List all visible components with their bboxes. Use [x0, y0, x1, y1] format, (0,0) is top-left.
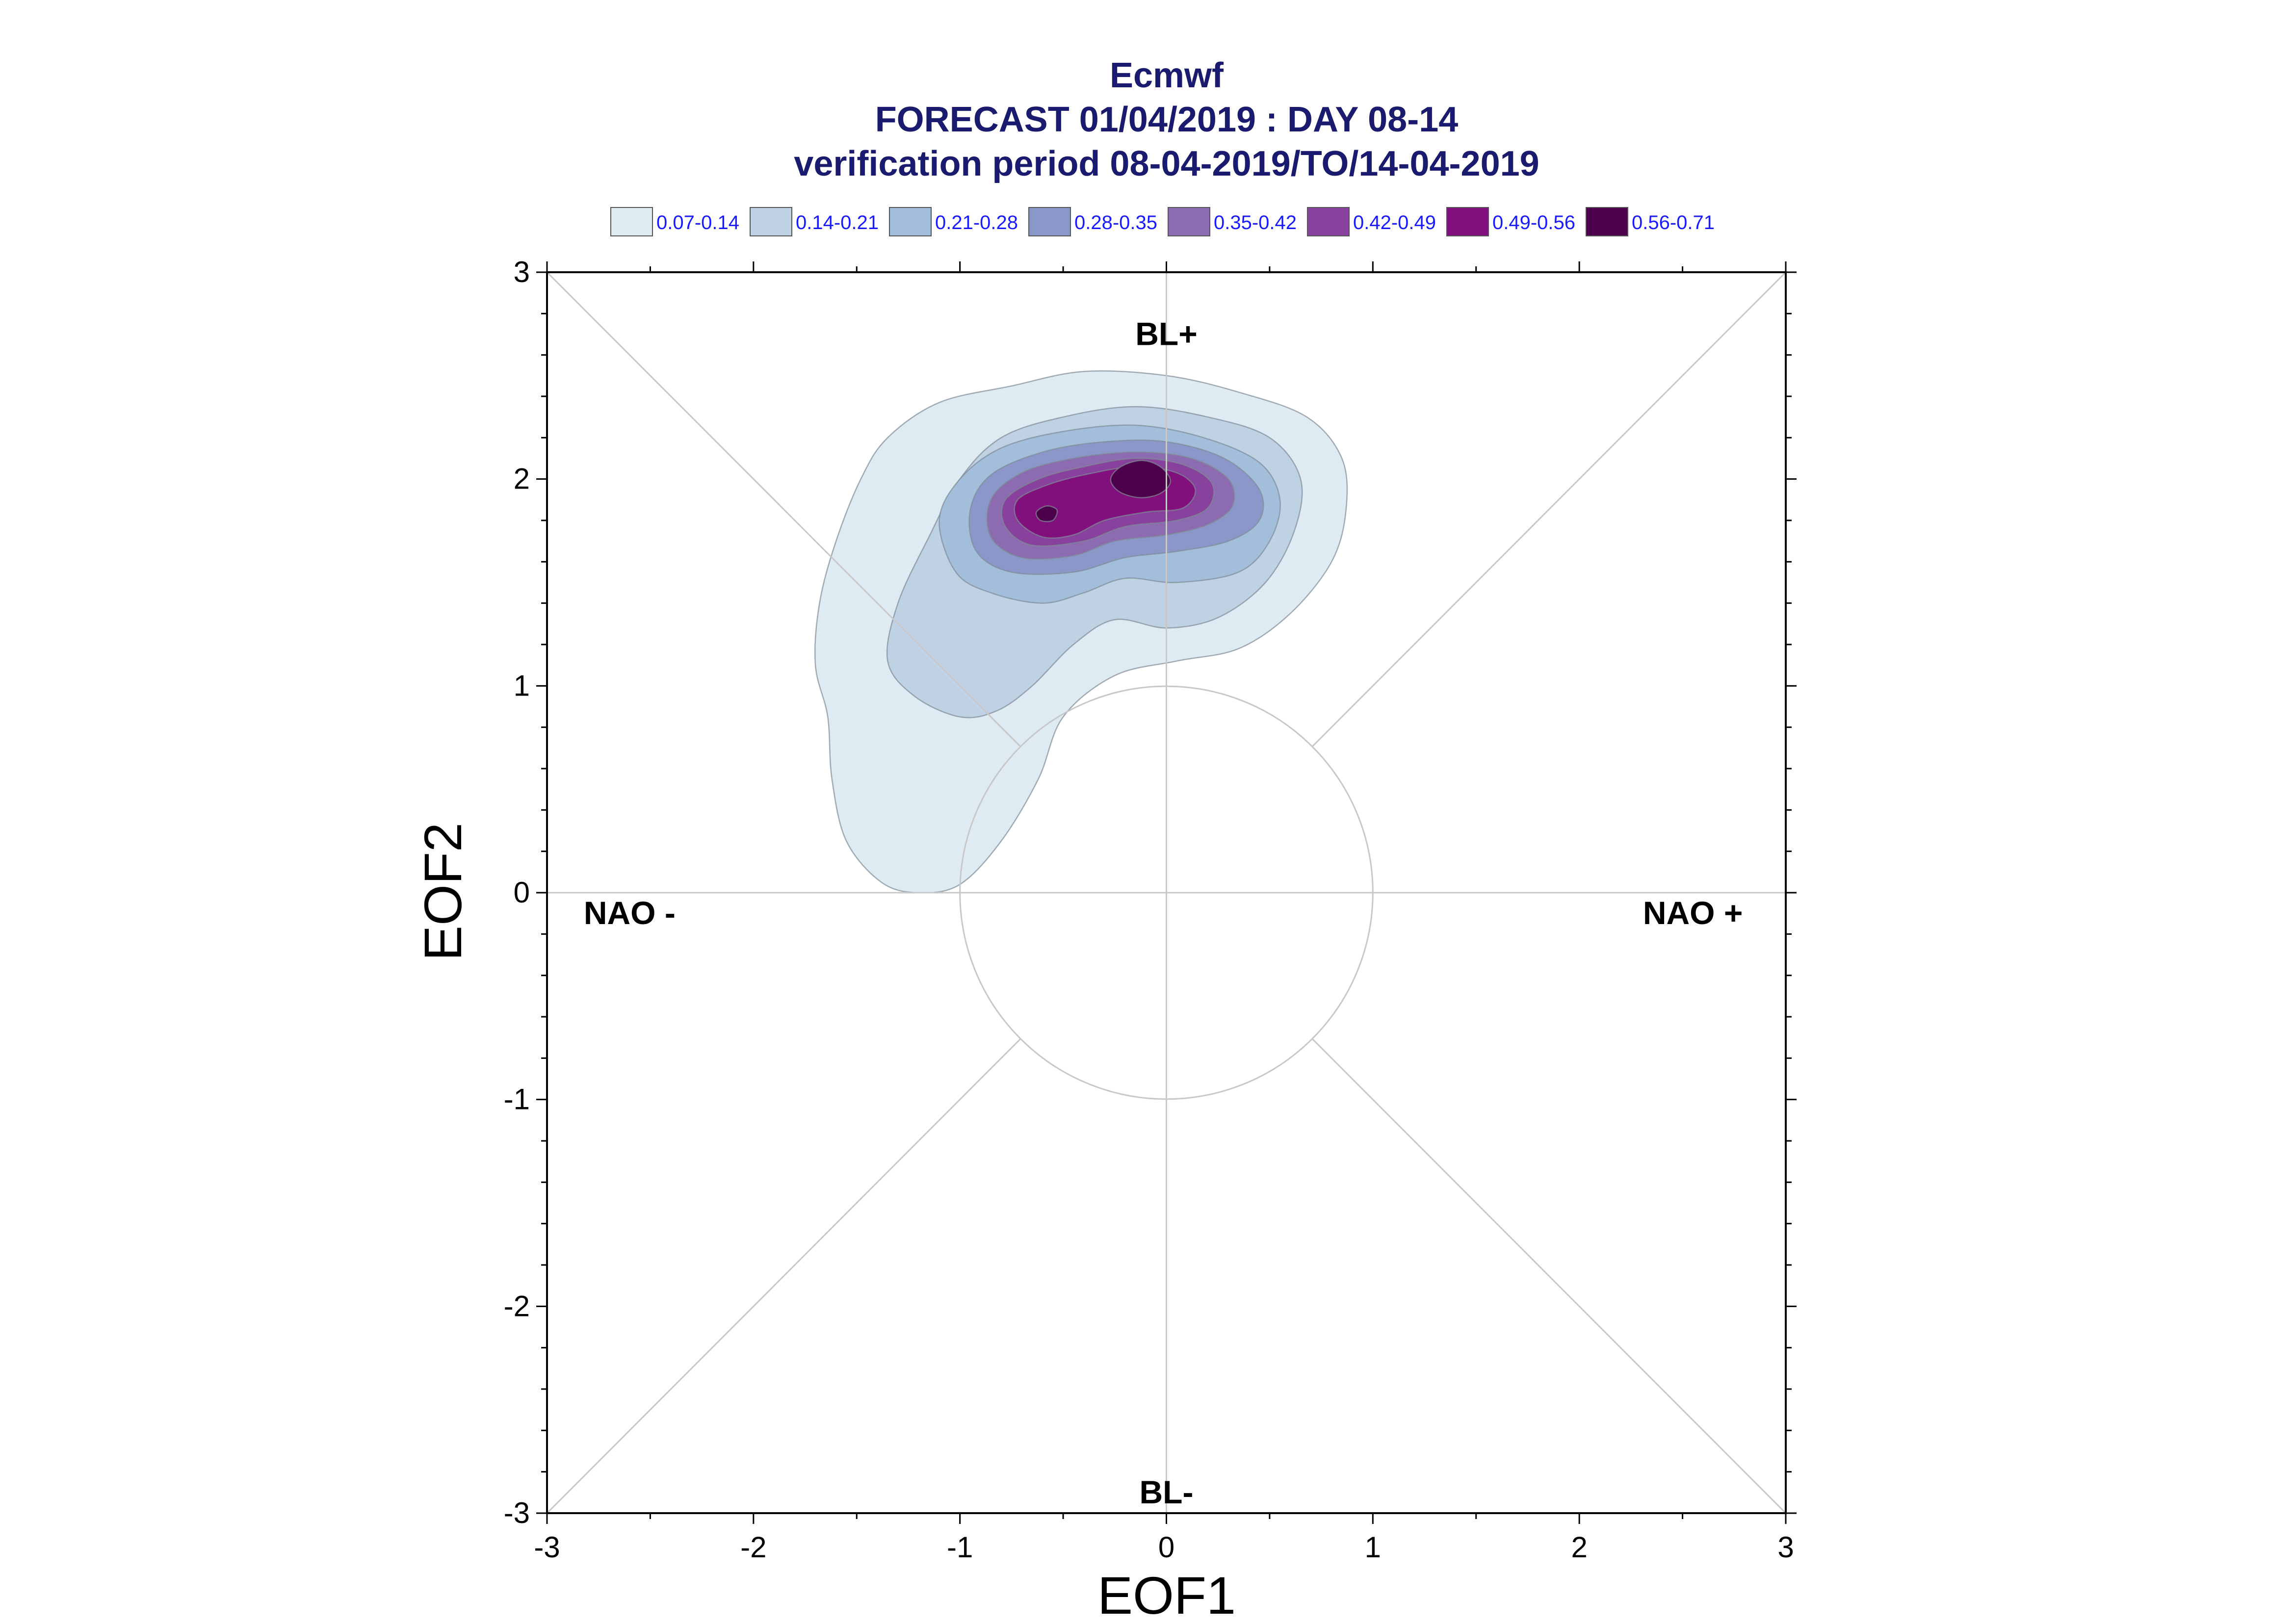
legend-swatch-4 [1168, 207, 1210, 236]
chart-title: Ecmwf FORECAST 01/04/2019 : DAY 08-14 ve… [794, 56, 1539, 183]
title-line-3: verification period 08-04-2019/TO/14-04-… [794, 144, 1539, 183]
contour-level-7-7 [1110, 460, 1172, 498]
legend-swatch-2 [889, 207, 932, 236]
diagonal-line-2 [1312, 1038, 1787, 1514]
y-tick-label: -3 [504, 1496, 530, 1529]
regime-label-0: BL+ [1135, 316, 1198, 352]
legend-label-1: 0.14-0.21 [796, 212, 879, 233]
legend: 0.07-0.14 0.14-0.21 0.21-0.28 0.28-0.35 0.35… [610, 207, 1715, 236]
legend-label-0: 0.07-0.14 [656, 212, 739, 233]
legend-swatch-1 [750, 207, 792, 236]
x-axis-title: EOF1 [1097, 1566, 1236, 1624]
legend-swatch-7 [1586, 207, 1628, 236]
legend-label-6: 0.49-0.56 [1492, 212, 1575, 233]
legend-swatch-6 [1446, 207, 1489, 236]
regime-label-3: NAO + [1643, 895, 1743, 931]
x-tick-label: -3 [534, 1531, 560, 1564]
legend-swatch-3 [1028, 207, 1071, 236]
title-line-2: FORECAST 01/04/2019 : DAY 08-14 [875, 100, 1459, 139]
legend-label-2: 0.21-0.28 [935, 212, 1018, 233]
x-tick-label: -1 [947, 1531, 973, 1564]
legend-swatch-0 [610, 207, 653, 236]
y-tick-label: 0 [514, 876, 530, 909]
diagonal-line-3 [546, 1038, 1021, 1514]
regime-labels: BL+ BL- NAO - NAO + [584, 316, 1743, 1510]
regime-label-1: BL- [1140, 1474, 1194, 1510]
x-tick-label: 0 [1158, 1531, 1174, 1564]
legend-label-5: 0.42-0.49 [1353, 212, 1436, 233]
y-tick-label: -2 [504, 1289, 530, 1322]
legend-label-4: 0.35-0.42 [1214, 212, 1297, 233]
x-tick-label: -2 [740, 1531, 766, 1564]
contour-level-7-8 [1035, 505, 1058, 522]
legend-label-3: 0.28-0.35 [1074, 212, 1157, 233]
title-line-1: Ecmwf [1110, 56, 1224, 95]
y-tick-label: 1 [514, 669, 530, 702]
x-tick-label: 3 [1777, 1531, 1794, 1564]
density-contours [814, 370, 1348, 894]
x-tick-label: 1 [1365, 1531, 1381, 1564]
axis-ticks: -3 -2 -1 0 1 2 3 -3 -2 -1 0 1 2 3 [504, 256, 1797, 1564]
legend-swatch-5 [1307, 207, 1350, 236]
y-tick-label: 2 [514, 463, 530, 495]
unit-circle [959, 685, 1374, 1100]
y-tick-label: -1 [504, 1083, 530, 1116]
y-tick-label: 3 [514, 256, 530, 288]
y-axis-title: EOF2 [413, 823, 472, 961]
guide-lines [546, 271, 1787, 1514]
legend-label-7: 0.56-0.71 [1632, 212, 1715, 233]
diagonal-line-0 [1312, 271, 1787, 747]
diagonal-line-1 [546, 271, 1021, 747]
x-tick-label: 2 [1571, 1531, 1587, 1564]
regime-label-2: NAO - [584, 895, 676, 931]
